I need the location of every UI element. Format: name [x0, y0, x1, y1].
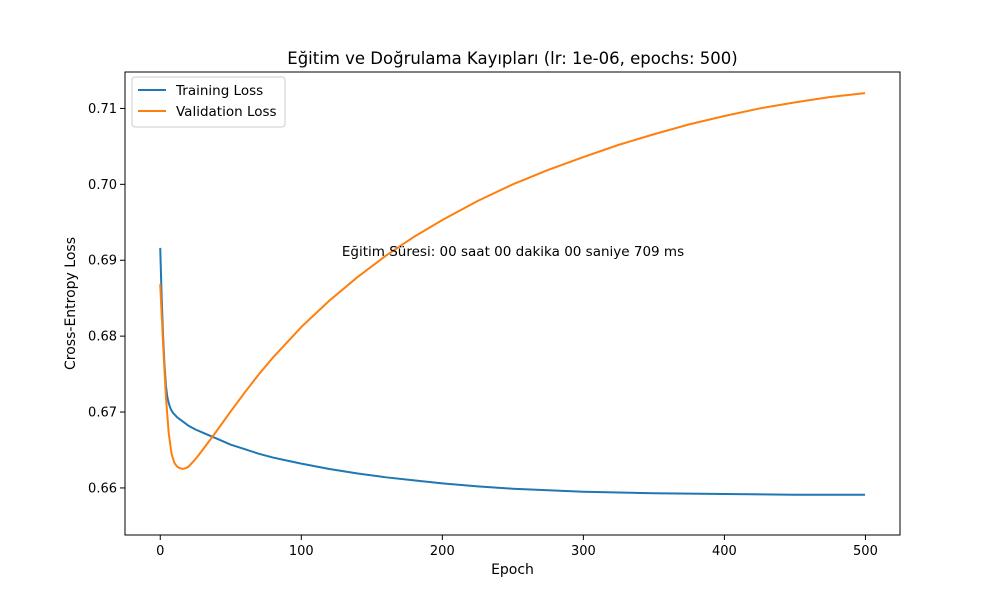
y-tick-label: 0.70	[88, 178, 117, 193]
x-tick-label: 400	[712, 544, 737, 559]
y-tick-label: 0.67	[88, 406, 117, 421]
y-axis-ticks: 0.66 0.67 0.68 0.69 0.70 0.71	[88, 102, 125, 496]
x-axis-ticks: 0 100 200 300 400 500	[156, 535, 878, 559]
x-tick-label: 100	[289, 544, 314, 559]
y-tick-label: 0.68	[88, 330, 117, 345]
series-layer	[159, 92, 866, 496]
x-tick-label: 0	[156, 544, 164, 559]
x-tick-label: 500	[853, 544, 878, 559]
plot-area-frame	[124, 71, 901, 536]
y-tick-label: 0.69	[88, 254, 117, 269]
x-tick-label: 200	[430, 544, 455, 559]
legend-label-validation: Validation Loss	[176, 104, 277, 120]
series-line-validation-loss	[159, 92, 866, 470]
legend-label-training: Training Loss	[175, 83, 263, 99]
x-tick-label: 300	[571, 544, 596, 559]
legend-box	[131, 76, 286, 128]
x-axis-label: Epoch	[491, 562, 534, 578]
y-axis-label: Cross-Entropy Loss	[63, 237, 79, 370]
y-tick-label: 0.66	[88, 481, 117, 496]
chart-title: Eğitim ve Doğrulama Kayıpları (lr: 1e-06…	[287, 49, 737, 68]
legend: Training Loss Validation Loss	[131, 76, 286, 128]
series-line-training-loss	[159, 247, 866, 496]
y-tick-label: 0.71	[88, 102, 117, 117]
training-time-annotation: Eğitim Süresi: 00 saat 00 dakika 00 sani…	[342, 244, 684, 260]
